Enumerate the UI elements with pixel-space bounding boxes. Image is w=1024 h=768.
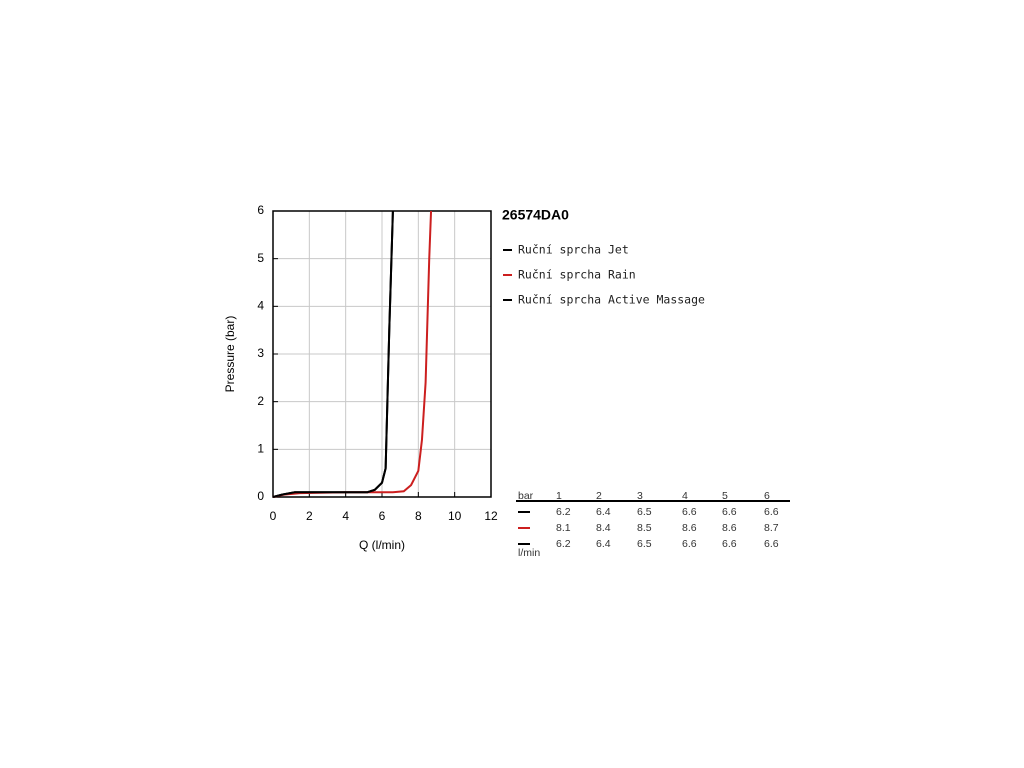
- table-cell: 6.2: [556, 538, 571, 550]
- x-tick-label: 10: [448, 509, 462, 523]
- table-header: 3: [637, 490, 643, 502]
- table-unit: l/min: [518, 547, 540, 559]
- table-header: 2: [596, 490, 602, 502]
- y-tick-label: 0: [257, 489, 264, 503]
- legend-label: Ruční sprcha Active Massage: [518, 293, 705, 307]
- table-cell: 8.4: [596, 522, 611, 534]
- table-cell: 6.4: [596, 538, 611, 550]
- x-axis-label: Q (l/min): [359, 538, 405, 552]
- table-cell: 6.2: [556, 506, 571, 518]
- table-header: bar: [518, 490, 534, 502]
- table-header: 6: [764, 490, 770, 502]
- table-cell: 6.5: [637, 538, 652, 550]
- table-cell: 6.6: [764, 506, 779, 518]
- plot-frame: [272, 210, 492, 498]
- y-tick-label: 2: [257, 394, 264, 408]
- table-cell: 6.5: [637, 506, 652, 518]
- table-cell: 8.7: [764, 522, 779, 534]
- legend-label: Ruční sprcha Jet: [518, 243, 629, 257]
- series-line: [272, 210, 394, 498]
- table-cell: 6.6: [682, 538, 697, 550]
- table-cell: 6.4: [596, 506, 611, 518]
- table-cell: 6.6: [682, 506, 697, 518]
- x-tick-label: 6: [379, 509, 386, 523]
- x-tick-label: 8: [415, 509, 422, 523]
- table-cell: 6.6: [764, 538, 779, 550]
- chart-title: 26574DA0: [502, 207, 569, 223]
- y-tick-label: 5: [257, 251, 264, 265]
- table-cell: 8.6: [682, 522, 697, 534]
- x-tick-label: 2: [306, 509, 313, 523]
- table-cell: 6.6: [722, 538, 737, 550]
- y-tick-label: 4: [257, 299, 264, 313]
- table-header: 4: [682, 490, 688, 502]
- y-tick-label: 3: [257, 346, 264, 360]
- x-tick-label: 4: [342, 509, 349, 523]
- x-tick-label: 0: [270, 509, 277, 523]
- legend-label: Ruční sprcha Rain: [518, 268, 636, 282]
- table-header: 1: [556, 490, 562, 502]
- x-tick-label: 12: [484, 509, 498, 523]
- table-cell: 8.1: [556, 522, 571, 534]
- table-header: 5: [722, 490, 728, 502]
- y-axis-label: Pressure (bar): [223, 316, 237, 393]
- table-cell: 8.6: [722, 522, 737, 534]
- y-tick-label: 6: [257, 203, 264, 217]
- table-cell: 6.6: [722, 506, 737, 518]
- series-line: [272, 210, 433, 498]
- table-cell: 8.5: [637, 522, 652, 534]
- y-tick-label: 1: [257, 442, 264, 456]
